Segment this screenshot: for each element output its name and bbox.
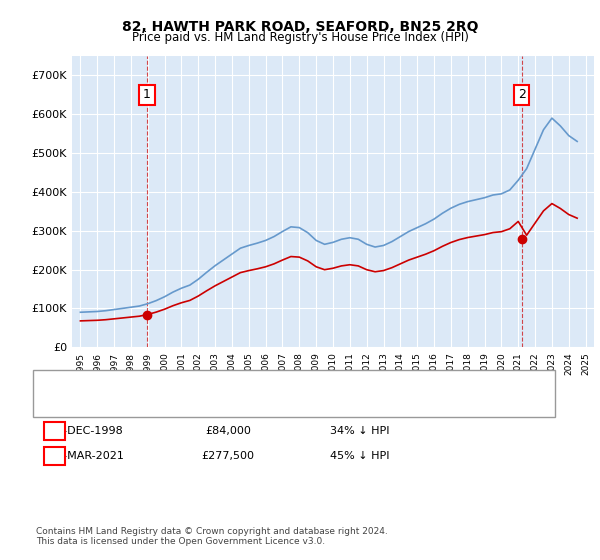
Text: 34% ↓ HPI: 34% ↓ HPI <box>330 426 390 436</box>
Text: 19-MAR-2021: 19-MAR-2021 <box>50 451 124 461</box>
Text: 2: 2 <box>518 88 526 101</box>
Text: £277,500: £277,500 <box>202 451 254 461</box>
Text: Contains HM Land Registry data © Crown copyright and database right 2024.
This d: Contains HM Land Registry data © Crown c… <box>36 526 388 546</box>
Text: 1: 1 <box>51 426 58 436</box>
Text: 82, HAWTH PARK ROAD, SEAFORD, BN25 2RQ (detached house): 82, HAWTH PARK ROAD, SEAFORD, BN25 2RQ (… <box>78 377 392 388</box>
Text: Price paid vs. HM Land Registry's House Price Index (HPI): Price paid vs. HM Land Registry's House … <box>131 31 469 44</box>
Text: —: — <box>52 391 68 409</box>
Text: HPI: Average price, detached house, Lewes: HPI: Average price, detached house, Lewe… <box>78 395 289 405</box>
Text: —: — <box>52 374 68 391</box>
Text: 45% ↓ HPI: 45% ↓ HPI <box>330 451 390 461</box>
Text: 18-DEC-1998: 18-DEC-1998 <box>50 426 124 436</box>
Text: 2: 2 <box>51 451 58 461</box>
Text: £84,000: £84,000 <box>205 426 251 436</box>
Text: 82, HAWTH PARK ROAD, SEAFORD, BN25 2RQ: 82, HAWTH PARK ROAD, SEAFORD, BN25 2RQ <box>122 20 478 34</box>
Text: 1: 1 <box>143 88 151 101</box>
